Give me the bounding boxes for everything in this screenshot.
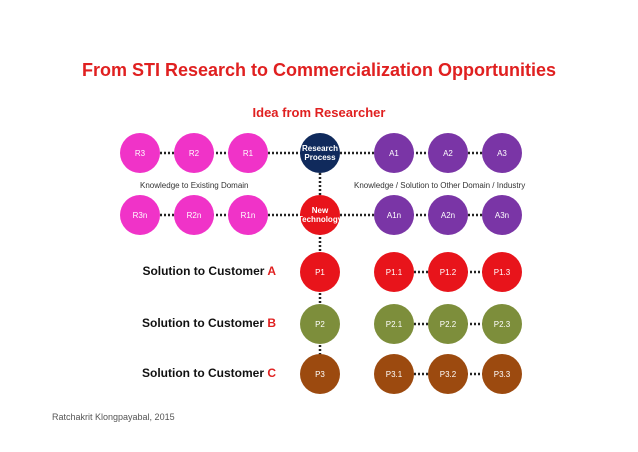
node-p3-2-label: P3.2	[439, 369, 457, 379]
node-r2-label: R2	[188, 148, 200, 158]
node-research-process-label: Research Process	[301, 144, 339, 162]
node-p1-1-circle	[374, 252, 414, 292]
node-p2-3-circle	[482, 304, 522, 344]
node-a2-circle	[428, 133, 468, 173]
node-p2-1-circle	[374, 304, 414, 344]
node-p1-2-label: P1.2	[439, 267, 457, 277]
node-a1-label: A1	[389, 148, 399, 158]
node-r2-circle	[174, 133, 214, 173]
node-p2-2-circle	[428, 304, 468, 344]
node-p3-3-circle	[482, 354, 522, 394]
node-r1-circle	[228, 133, 268, 173]
node-r2n-circle	[174, 195, 214, 235]
node-a2n-circle	[428, 195, 468, 235]
solution-label-text: Solution to Customer	[142, 366, 268, 380]
node-a3-circle	[482, 133, 522, 173]
node-r1-label: R1	[242, 148, 254, 158]
node-a1n-circle	[374, 195, 414, 235]
node-p2-2-label: P2.2	[439, 319, 457, 329]
node-p3-label: P3	[315, 369, 325, 379]
node-p2-label: P2	[315, 319, 325, 329]
node-p2-3-label: P2.3	[493, 319, 511, 329]
solution-label-b: Solution to Customer B	[76, 316, 276, 330]
node-p1-2-circle	[428, 252, 468, 292]
node-p2-1-label: P2.1	[385, 319, 403, 329]
node-p1-circle	[300, 252, 340, 292]
solution-label-text: Solution to Customer	[142, 316, 268, 330]
diagram-subtitle: Idea from Researcher	[252, 105, 386, 120]
solution-label-text: Solution to Customer	[142, 264, 268, 278]
solution-label-letter: B	[267, 316, 276, 330]
node-new-technology-label: New Technology	[297, 206, 343, 224]
node-p3-circle	[300, 354, 340, 394]
node-r3n-circle	[120, 195, 160, 235]
node-p2-circle	[300, 304, 340, 344]
node-a2n-label: A2n	[440, 210, 456, 220]
node-a3n-circle	[482, 195, 522, 235]
node-r3-circle	[120, 133, 160, 173]
node-a3-label: A3	[497, 148, 507, 158]
page-title: From STI Research to Commercialization O…	[81, 60, 557, 80]
caption-other-domain: Knowledge / Solution to Other Domain / I…	[354, 181, 526, 190]
caption-existing-domain: Knowledge to Existing Domain	[140, 181, 249, 190]
node-p3-1-circle	[374, 354, 414, 394]
node-r3n-label: R3n	[132, 210, 148, 220]
node-p3-3-label: P3.3	[493, 369, 511, 379]
node-p3-1-label: P3.1	[385, 369, 403, 379]
node-p1-label: P1	[315, 267, 325, 277]
node-research-process-circle	[300, 133, 340, 173]
node-r2n-label: R2n	[186, 210, 202, 220]
author-credit: Ratchakrit Klongpayabal, 2015	[52, 412, 175, 422]
node-a1n-label: A1n	[386, 210, 402, 220]
node-p1-3-label: P1.3	[493, 267, 511, 277]
node-r3-label: R3	[134, 148, 146, 158]
node-r1n-label: R1n	[240, 210, 256, 220]
node-new-technology-circle	[300, 195, 340, 235]
solution-label-letter: C	[267, 366, 276, 380]
solution-label-c: Solution to Customer C	[76, 366, 276, 380]
node-a1-circle	[374, 133, 414, 173]
node-p3-2-circle	[428, 354, 468, 394]
node-a3n-label: A3n	[494, 210, 510, 220]
node-p1-3-circle	[482, 252, 522, 292]
node-p1-1-label: P1.1	[385, 267, 403, 277]
solution-label-letter: A	[267, 264, 276, 278]
node-r1n-circle	[228, 195, 268, 235]
solution-label-a: Solution to Customer A	[76, 264, 276, 278]
node-a2-label: A2	[443, 148, 453, 158]
